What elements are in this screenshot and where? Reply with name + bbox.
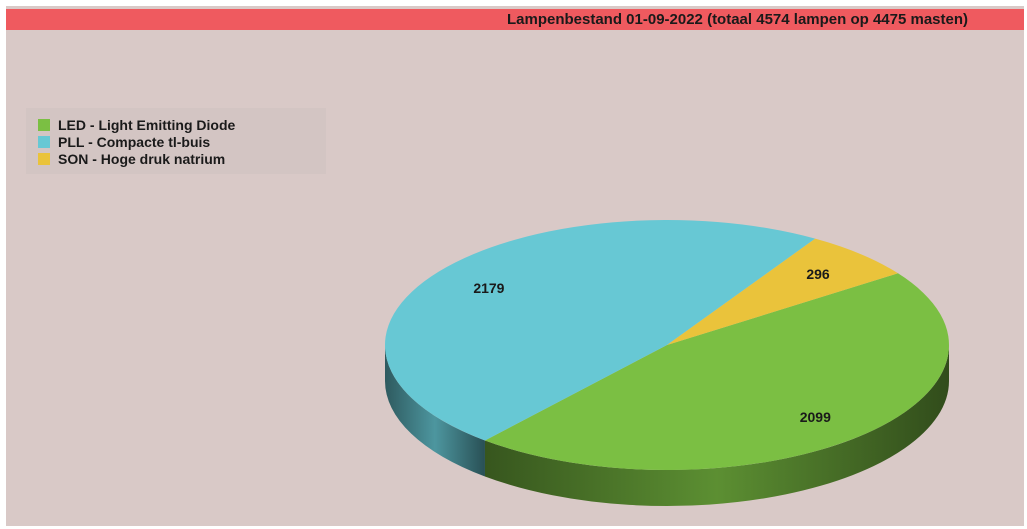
pie-slice-led — [484, 273, 949, 470]
pie-label-led: 2099 — [800, 409, 831, 425]
legend-label-son: SON - Hoge druk natrium — [58, 151, 226, 167]
pie-sides — [385, 345, 949, 506]
legend-label-pll: PLL - Compacte tl-buis — [58, 134, 211, 150]
legend-item-son: SON - Hoge druk natrium — [38, 150, 225, 168]
pie-label-pll: 2179 — [473, 280, 504, 296]
legend-label-led: LED - Light Emitting Diode — [58, 117, 236, 133]
pie-slice-son — [667, 238, 899, 345]
legend: LED - Light Emitting Diode PLL - Compact… — [26, 108, 326, 174]
legend-item-led: LED - Light Emitting Diode — [38, 116, 235, 134]
chart-title: Lampenbestand 01-09-2022 (totaal 4574 la… — [506, 11, 968, 28]
legend-swatch-son — [38, 153, 50, 165]
chart-frame: Lampenbestand 01-09-2022 (totaal 4574 la… — [6, 6, 1024, 526]
pie-label-son: 296 — [806, 266, 830, 282]
legend-swatch-led — [38, 119, 50, 131]
title-bar: Lampenbestand 01-09-2022 (totaal 4574 la… — [6, 9, 1024, 30]
pie-side-led — [484, 345, 949, 506]
pie-labels: 2099 2179 296 — [473, 266, 831, 425]
pie-side-pll — [385, 345, 485, 477]
legend-item-pll: PLL - Compacte tl-buis — [38, 133, 210, 151]
pie-slice-pll — [385, 220, 816, 441]
pie-chart: 2099 2179 296 — [385, 220, 949, 506]
pie-tops — [385, 220, 949, 470]
legend-swatch-pll — [38, 136, 50, 148]
